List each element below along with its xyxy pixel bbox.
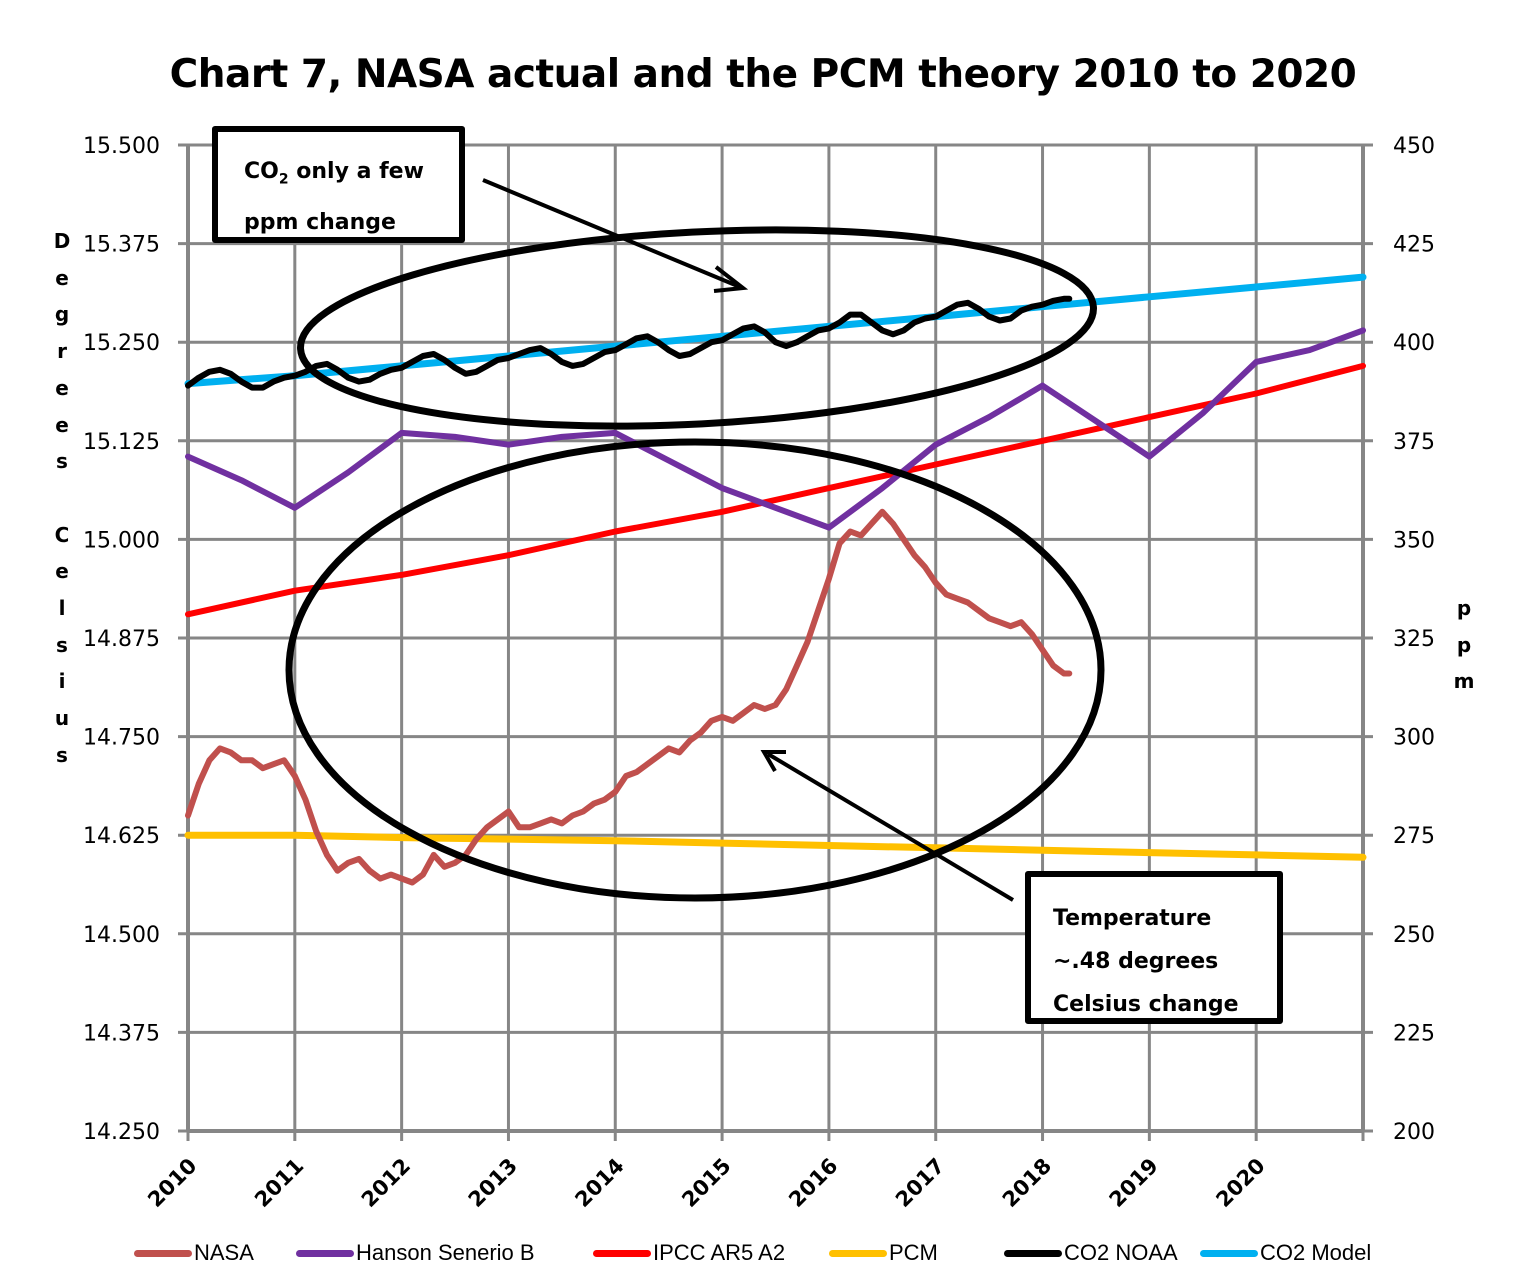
x-tick-label: 2014: [571, 1154, 629, 1212]
y-tick-label: 14.625: [83, 824, 160, 849]
temperature-annotation-line1: Temperature: [1053, 906, 1212, 931]
y-tick-label: 15.500: [83, 134, 160, 159]
series-line-nasa: [185, 508, 1073, 886]
x-tick-label: 2010: [143, 1154, 201, 1212]
temperature-annotation-line2: ~.48 degrees: [1053, 949, 1219, 974]
y-tick-label: 14.250: [83, 1120, 160, 1145]
x-tick-label: 2011: [250, 1154, 308, 1212]
x-tick-label: 2013: [464, 1154, 522, 1212]
y-tick-label: 14.875: [83, 627, 160, 652]
annotation-overlays: [285, 178, 1105, 902]
x-tick-label: 2015: [677, 1154, 735, 1212]
y-tick-label: 15.375: [83, 233, 160, 258]
legend-label: IPCC AR5 A2: [653, 1240, 786, 1265]
axis-title-letter: l: [58, 596, 66, 621]
legend-item-co2-noaa: CO2 NOAA: [1004, 1240, 1178, 1266]
temperature-annotation-line3: Celsius change: [1053, 992, 1239, 1017]
chart-title: Chart 7, NASA actual and the PCM theory …: [169, 52, 1357, 97]
y2-tick-label: 425: [1393, 233, 1435, 258]
legend-item-hanson: Hanson Senerio B: [296, 1240, 535, 1266]
legend-item-pcm: PCM: [829, 1240, 938, 1266]
legend-swatch: [593, 1249, 651, 1257]
axis-title-letter: s: [56, 632, 68, 657]
y2-tick-labels: 450 425 400 375 350 325 300 275 250 225 200: [1393, 134, 1435, 1145]
y2-tick-label: 250: [1393, 923, 1435, 948]
axis-title-letter: r: [57, 339, 67, 364]
y-tick-label: 14.375: [83, 1021, 160, 1046]
axis-title-letter: C: [54, 522, 70, 547]
series-line-co2-noaa: [185, 295, 1073, 391]
axis-title-letter: e: [55, 559, 69, 584]
axis-title-letter: D: [53, 229, 71, 253]
x-tick-label: 2012: [357, 1154, 415, 1212]
co2-highlight-ellipse: [297, 226, 1097, 430]
y2-tick-label: 325: [1393, 627, 1435, 652]
legend-item-nasa: NASA: [134, 1240, 254, 1266]
y2-tick-label: 200: [1393, 1120, 1435, 1145]
axes: [186, 145, 1365, 1133]
y-tick-label: 15.125: [83, 430, 160, 455]
axis-title-letter: [50, 480, 74, 517]
legend-swatch: [296, 1249, 354, 1257]
y2-tick-label: 400: [1393, 331, 1435, 356]
y2-tick-label: 225: [1393, 1021, 1435, 1046]
legend-swatch: [1200, 1249, 1258, 1257]
y2-tick-label: 300: [1393, 726, 1435, 751]
axis-title-letter: i: [58, 669, 66, 694]
axis-title-letter: p: [1456, 632, 1472, 657]
y2-tick-label: 350: [1393, 528, 1435, 553]
y-tick-labels: 15.500 15.375 15.250 15.125 15.000 14.875 14.7…: [83, 134, 160, 1145]
co2-annotation-box: CO2 only a few ppm change: [212, 126, 465, 243]
legend-label: NASA: [194, 1240, 254, 1265]
axis-title-letter: s: [56, 449, 68, 474]
y-tick-label: 15.000: [83, 528, 160, 553]
legend-swatch: [134, 1249, 192, 1257]
series-line-ipcc-ar5-a2: [185, 362, 1366, 618]
x-tick-label: 2016: [784, 1154, 842, 1212]
y-tick-label: 14.500: [83, 923, 160, 948]
co2-annotation-line1: CO2 only a few: [244, 159, 424, 188]
axis-title-letter: e: [55, 265, 69, 290]
axis-title-letter: m: [1453, 669, 1475, 694]
axis-title-letter: s: [56, 742, 68, 767]
axis-title-letter: p: [1456, 596, 1472, 620]
axis-title-letter: g: [54, 302, 70, 327]
temperature-highlight-ellipse: [285, 438, 1105, 902]
y-tick-label: 14.750: [83, 726, 160, 751]
axis-title-letter: e: [55, 412, 69, 437]
y2-tick-label: 375: [1393, 430, 1435, 455]
x-tick-label: 2018: [998, 1154, 1056, 1212]
axis-title-letter: e: [55, 375, 69, 400]
co2-arrow: [482, 178, 749, 293]
legend-label: PCM: [889, 1240, 938, 1265]
x-tick-label: 2017: [891, 1154, 949, 1212]
legend-swatch: [829, 1249, 887, 1257]
x-tick-label: 2020: [1211, 1154, 1269, 1212]
x-tick-label: 2019: [1105, 1154, 1163, 1212]
legend-label: Hanson Senerio B: [356, 1240, 535, 1265]
temperature-annotation-box: Temperature ~.48 degrees Celsius change: [1025, 871, 1283, 1024]
temperature-arrow: [760, 750, 1015, 902]
legend-label: CO2 NOAA: [1064, 1240, 1178, 1265]
y2-tick-label: 275: [1393, 824, 1435, 849]
legend: NASA Hanson Senerio B IPCC AR5 A2 PCM CO…: [0, 1240, 1526, 1274]
series-line-pcm: [184, 831, 1367, 861]
x-tick-labels: 2010 2011 2012 2013 2014 2015 2016 2017 2018 2019…: [143, 1154, 1269, 1212]
legend-label: CO2 Model: [1260, 1240, 1372, 1265]
axis-title-letter: u: [54, 706, 70, 731]
legend-swatch: [1004, 1249, 1062, 1257]
series-lines: [184, 273, 1367, 886]
legend-item-ipcc: IPCC AR5 A2: [593, 1240, 785, 1266]
co2-annotation-line2: ppm change: [244, 210, 396, 236]
series-line-hanson-senerio-b: [185, 327, 1366, 531]
series-line-co2-model: [184, 273, 1367, 388]
y2-tick-label: 450: [1393, 134, 1435, 159]
legend-item-co2-model: CO2 Model: [1200, 1240, 1371, 1266]
y-tick-label: 15.250: [83, 331, 160, 356]
